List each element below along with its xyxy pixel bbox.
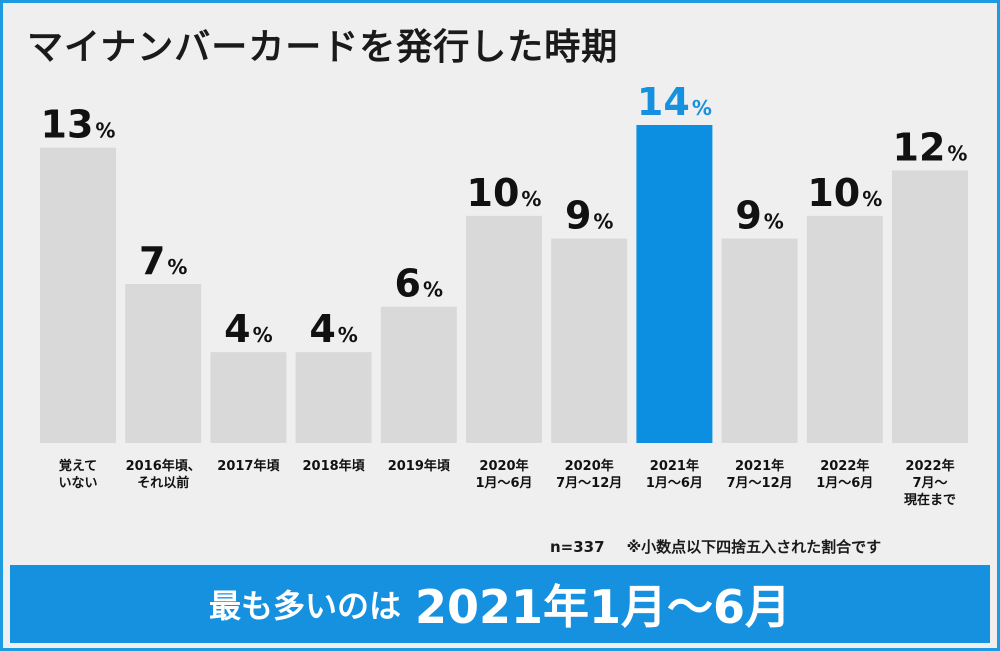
value-label-10: 12% bbox=[893, 125, 968, 169]
category-label-0: 覚えていない bbox=[58, 458, 98, 491]
value-label-3: 4% bbox=[309, 307, 358, 351]
banner-value: 2021年1月〜6月 bbox=[414, 580, 792, 634]
value-label-7: 14% bbox=[637, 80, 712, 124]
footnote: n=337 ※小数点以下四捨五入された割合です bbox=[550, 536, 903, 557]
rounding-note: ※小数点以下四捨五入された割合です bbox=[626, 538, 882, 556]
value-label-0: 13% bbox=[41, 103, 116, 147]
category-label-7: 2021年 1月〜6月 bbox=[646, 458, 703, 491]
value-label-4: 6% bbox=[395, 262, 444, 306]
bar-6 bbox=[551, 238, 628, 443]
sample-size: n=337 bbox=[550, 538, 605, 556]
bar-2 bbox=[210, 352, 287, 443]
bar-5 bbox=[466, 215, 542, 443]
bar-1 bbox=[125, 284, 202, 443]
category-label-1: 2016年頃、それ以前 bbox=[126, 458, 201, 491]
chart-title: マイナンバーカードを発行した時期 bbox=[27, 27, 619, 68]
bar-8 bbox=[721, 238, 798, 443]
category-label-10: 2022年 7月〜現在まで bbox=[904, 458, 956, 508]
bar-9 bbox=[806, 215, 883, 443]
bar-7 bbox=[636, 125, 713, 443]
bar-0 bbox=[40, 147, 116, 443]
bar-10 bbox=[892, 170, 968, 443]
value-label-8: 9% bbox=[735, 194, 784, 238]
value-label-5: 10% bbox=[467, 171, 542, 215]
category-label-8: 2021年 7月〜12月 bbox=[727, 458, 793, 491]
bar-3 bbox=[295, 352, 372, 443]
banner-lead: 最も多いのは bbox=[208, 587, 401, 625]
value-label-2: 4% bbox=[224, 307, 273, 351]
bar-chart: 13 % 覚えていない 7 % 2016年頃、それ以前 4 % 2017年頃 4 % 2018年頃 6%… bbox=[40, 80, 968, 508]
category-label-2: 2017年頃 bbox=[217, 458, 280, 474]
value-label-9: 10% bbox=[807, 171, 882, 215]
category-label-3: 2018年頃 bbox=[303, 458, 366, 474]
value-label-6: 9% bbox=[565, 194, 614, 238]
value-label-1: 7% bbox=[139, 239, 188, 283]
category-label-6: 2020年 7月〜12月 bbox=[556, 458, 622, 491]
category-label-4: 2019年頃 bbox=[388, 458, 451, 474]
summary-banner: 最も多いのは 2021年1月〜6月 bbox=[10, 565, 990, 643]
category-label-5: 2020年 1月〜6月 bbox=[475, 458, 532, 491]
category-label-9: 2022年 1月〜6月 bbox=[816, 458, 873, 491]
bar-4 bbox=[380, 306, 457, 443]
